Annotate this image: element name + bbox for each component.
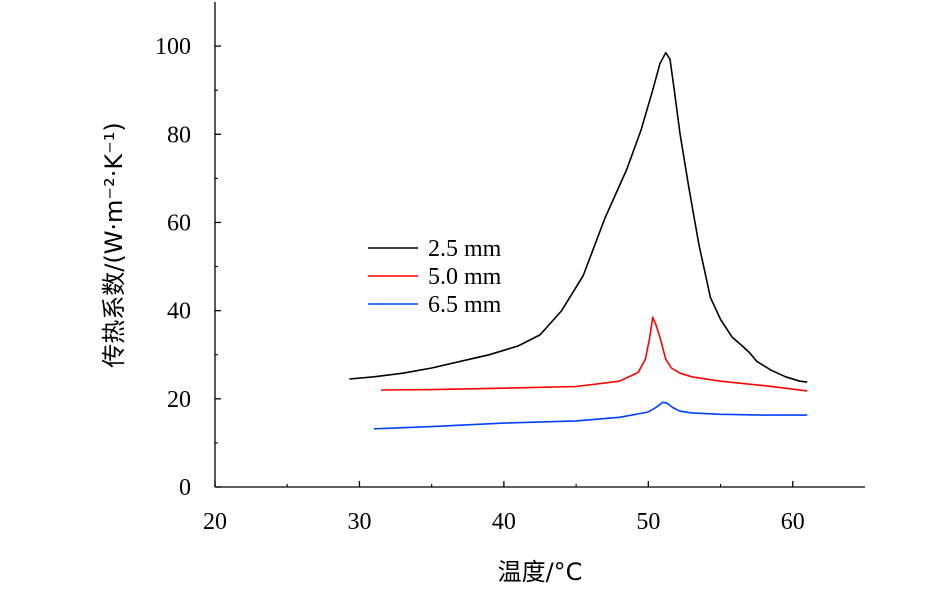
- legend-label-3: 6.5 mm: [428, 292, 502, 318]
- x-tick-label: 40: [492, 509, 516, 535]
- y-tick-label: 60: [167, 210, 191, 236]
- series-line-1: [349, 51, 808, 383]
- y-tick-label: 20: [167, 387, 191, 413]
- y-tick-label: 100: [155, 34, 191, 60]
- x-tick-label: 20: [203, 509, 227, 535]
- series-lines: [349, 51, 808, 430]
- y-tick-label: 80: [167, 122, 191, 148]
- y-tick-label: 0: [179, 475, 191, 501]
- legend-label-1: 2.5 mm: [428, 236, 502, 262]
- ticks: 0 20 40 60 80 100 20 30 40 50 60: [155, 34, 805, 535]
- y-axis-title: 传热系数/(W·m⁻²·K⁻¹): [100, 122, 128, 368]
- series-line-3: [373, 401, 808, 430]
- x-tick-label: 30: [347, 509, 371, 535]
- y-tick-label: 40: [167, 299, 191, 325]
- x-tick-label: 50: [636, 509, 660, 535]
- legend-label-2: 5.0 mm: [428, 264, 502, 290]
- legend: 2.5 mm5.0 mm6.5 mm: [368, 236, 502, 318]
- x-tick-label: 60: [781, 509, 805, 535]
- axes: [214, 2, 865, 488]
- x-axis-title: 温度/°C: [498, 558, 583, 586]
- series-line-2: [381, 316, 808, 392]
